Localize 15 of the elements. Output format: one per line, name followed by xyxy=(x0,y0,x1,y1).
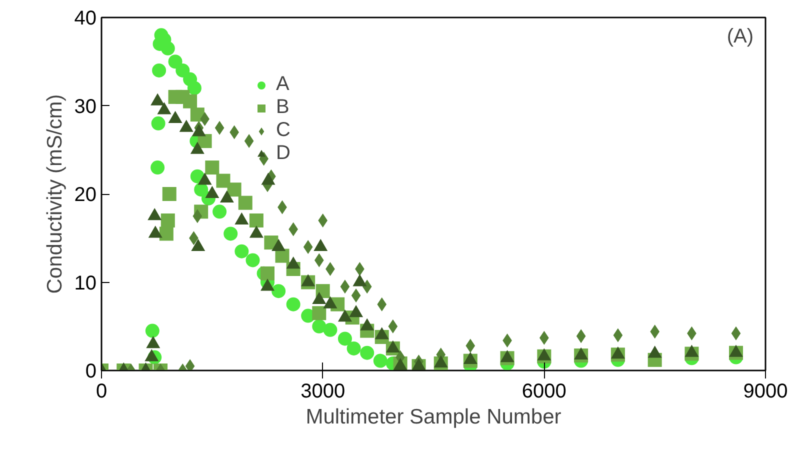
y-tick-label: 0 xyxy=(85,360,96,382)
y-tick-label: 10 xyxy=(74,272,97,294)
x-tick-label: 3000 xyxy=(300,380,346,402)
legend-label: B xyxy=(276,96,290,119)
annotation: (A) xyxy=(726,26,754,48)
x-axis-title: Multimeter Sample Number xyxy=(306,406,562,428)
x-tick-label: 9000 xyxy=(743,380,788,402)
x-tick-label: 6000 xyxy=(522,380,566,402)
legend-label: C xyxy=(276,119,292,142)
y-axis-title: Conductivity (mS/cm) xyxy=(43,94,66,294)
y-tick-label: 20 xyxy=(74,184,97,206)
legend-label: D xyxy=(276,142,292,165)
y-tick-label: 40 xyxy=(74,8,97,30)
y-tick-label: 30 xyxy=(74,96,97,118)
legend-label: A xyxy=(276,73,290,96)
